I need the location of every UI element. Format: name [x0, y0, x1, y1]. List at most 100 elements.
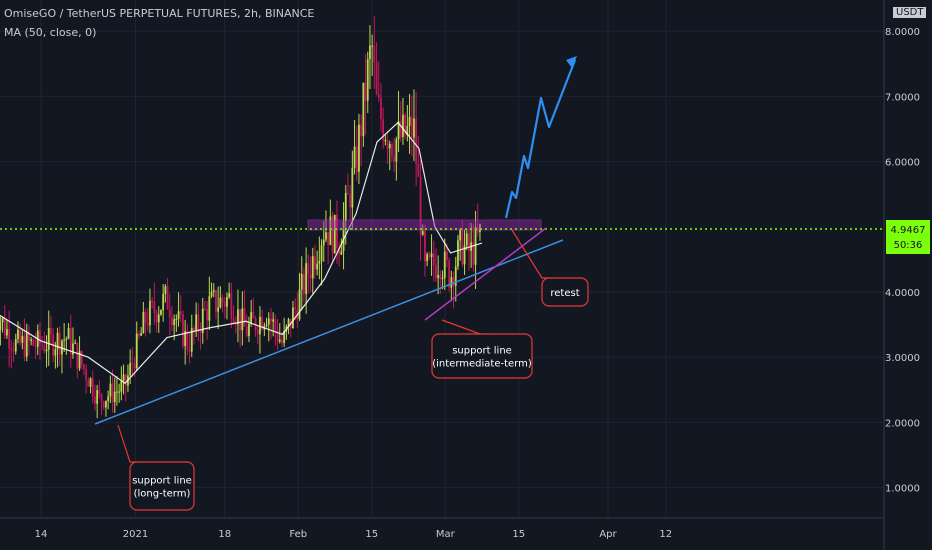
callout-text: (long-term) [134, 489, 191, 500]
candle-body [303, 273, 305, 294]
candle-body [72, 343, 74, 355]
projection-path [504, 59, 577, 219]
candle-body [415, 118, 418, 164]
candle-body [208, 296, 211, 321]
candle-body [347, 193, 349, 195]
candle-body [173, 319, 176, 326]
candle-body [175, 319, 178, 321]
candle-body [166, 286, 169, 310]
candle-body [320, 245, 323, 262]
candle-body [56, 332, 59, 350]
candle-body [89, 378, 92, 387]
candle-body [102, 401, 105, 408]
candle-body [219, 297, 222, 308]
candle-body [465, 233, 468, 246]
candle-body [377, 93, 380, 98]
candle-body [437, 274, 440, 279]
candle-body [149, 300, 151, 326]
candle-body [241, 308, 244, 331]
candle-body [120, 381, 123, 392]
drawings-layer [0, 56, 884, 425]
candle-body [155, 313, 158, 323]
callout-box [431, 333, 533, 379]
candle-body [184, 331, 187, 347]
price-tick-label: 4.0000 [885, 288, 920, 299]
candle-body [472, 242, 475, 265]
candle-body [329, 216, 332, 245]
resistance-zone [307, 219, 542, 231]
candle-body [160, 309, 162, 315]
candle-body [153, 301, 156, 314]
callout-pointer [117, 424, 140, 463]
candle-body [210, 291, 213, 297]
candle-body [402, 114, 404, 138]
price-tick-label: 6.0000 [885, 158, 920, 169]
candle-body [142, 312, 145, 334]
candle-body [94, 396, 96, 404]
candle-body [298, 289, 301, 320]
candle-body [245, 326, 248, 337]
candle-body [98, 390, 101, 394]
candle-body [360, 124, 363, 137]
candle-body [366, 59, 369, 101]
candle-body [256, 330, 259, 335]
candle-body [186, 331, 189, 350]
ma-line [0, 121, 483, 385]
time-tick-label: 2021 [123, 529, 148, 540]
candle-body [375, 62, 378, 94]
candle-body [270, 318, 272, 322]
candle-body [140, 333, 143, 336]
candle-body [8, 328, 11, 349]
candle-body [43, 345, 46, 352]
candle-body [0, 322, 2, 330]
candle-body [131, 362, 134, 365]
candle-body [50, 328, 52, 335]
candle-body [10, 348, 13, 350]
candle-body [146, 323, 149, 326]
candle-body [32, 339, 35, 346]
candle-body [353, 146, 356, 168]
candle-body [237, 309, 239, 325]
candle-body [340, 251, 343, 255]
candle-body [230, 293, 233, 319]
candle-body [215, 290, 217, 312]
support-line-intermediate-term [424, 227, 547, 321]
candle-body [338, 248, 341, 255]
candle-body [54, 349, 57, 356]
candle-body [457, 240, 459, 267]
candle-body [362, 82, 365, 137]
callout-box [541, 277, 589, 307]
callout-text: retest [550, 288, 579, 299]
candle-body [410, 116, 413, 138]
candle-body [14, 339, 17, 352]
candle-body [388, 143, 391, 149]
candle-body [228, 293, 231, 298]
candle-body [274, 319, 277, 331]
candle-body [369, 45, 371, 60]
candlestick-series [0, 15, 483, 419]
candle-body [188, 349, 191, 352]
callout-box [129, 461, 195, 511]
time-tick-label: 14 [35, 529, 48, 540]
candle-body [327, 232, 330, 245]
candle-body [96, 390, 99, 404]
candle-body [371, 45, 374, 47]
candle-body [204, 308, 206, 310]
current-price-label: 4.9467 50:36 [886, 220, 930, 254]
candle-body [395, 139, 398, 162]
candle-body [85, 369, 88, 381]
candle-body [21, 335, 24, 343]
candle-body [300, 273, 303, 290]
candle-body [19, 329, 22, 343]
candle-body [171, 317, 173, 326]
candle-body [6, 328, 8, 336]
candle-body [408, 116, 411, 126]
candle-body [25, 332, 28, 357]
currency-badge[interactable]: USDT [893, 7, 927, 18]
candle-body [294, 307, 297, 309]
candle-body [430, 253, 433, 257]
candle-body [384, 140, 387, 142]
time-tick-label: 15 [365, 529, 378, 540]
candle-body [195, 314, 198, 331]
